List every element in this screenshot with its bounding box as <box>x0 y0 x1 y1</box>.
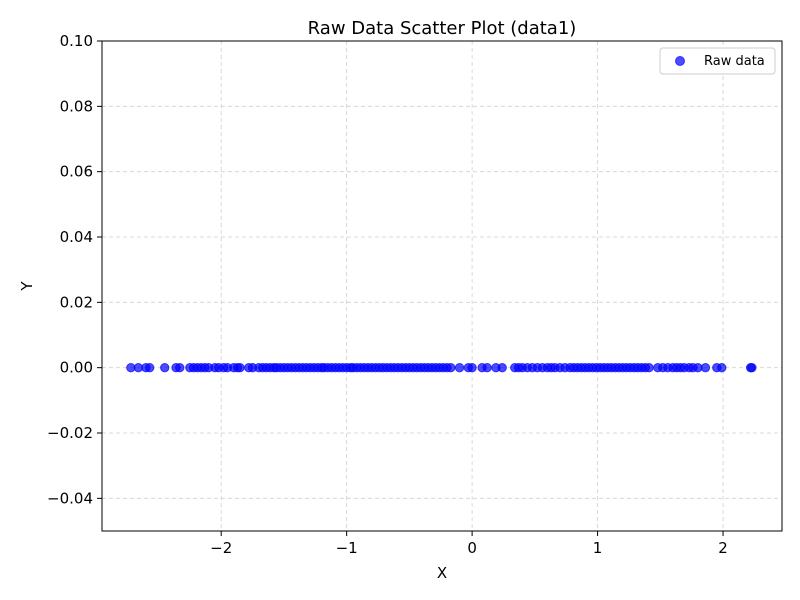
data-point <box>454 362 465 373</box>
x-tick-label: 2 <box>718 539 728 557</box>
data-point <box>700 362 711 373</box>
data-point <box>160 362 170 373</box>
x-tick-label: −2 <box>210 539 232 557</box>
data-points <box>126 362 757 373</box>
x-tick-label: 0 <box>467 539 477 557</box>
legend-label: Raw data <box>704 54 765 69</box>
data-point <box>482 362 492 373</box>
chart-title: Raw Data Scatter Plot (data1) <box>308 18 577 39</box>
data-point <box>175 362 185 373</box>
y-tick-label: 0.00 <box>60 359 93 377</box>
y-tick-label: −0.04 <box>47 489 93 507</box>
y-tick-label: 0.02 <box>60 293 93 311</box>
legend-marker <box>675 56 685 66</box>
data-point <box>446 362 456 373</box>
data-point <box>144 362 155 373</box>
data-point <box>717 362 727 373</box>
legend: Raw data <box>659 47 776 75</box>
data-point <box>467 362 477 373</box>
legend-box <box>659 47 776 75</box>
x-axis-ticks: −2 −1 0 1 2 <box>210 531 728 557</box>
y-tick-label: 0.08 <box>60 97 93 115</box>
x-tick-label: −1 <box>336 539 358 557</box>
y-tick-label: −0.02 <box>47 424 93 442</box>
plot-frame <box>101 40 783 532</box>
x-axis-label: X <box>437 564 447 582</box>
data-point <box>644 362 654 373</box>
x-tick-label: 1 <box>593 539 603 557</box>
y-tick-label: 0.06 <box>60 163 93 181</box>
data-point <box>497 362 507 373</box>
y-tick-label: 0.04 <box>60 228 93 246</box>
data-point <box>747 362 757 373</box>
y-tick-label: 0.10 <box>60 32 93 50</box>
y-axis-ticks: −0.04 −0.02 0.00 0.02 0.04 0.06 0.08 0.10 <box>47 32 102 507</box>
y-axis-label: Y <box>18 281 36 292</box>
data-point <box>235 362 245 373</box>
